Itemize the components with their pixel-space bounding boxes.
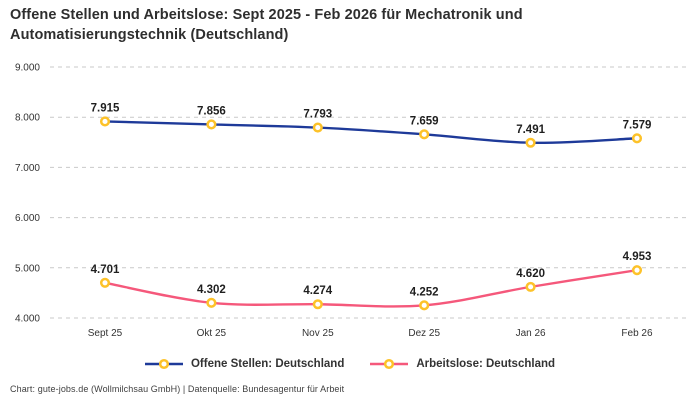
y-axis-tick-label: 5.000 <box>15 263 40 274</box>
data-point-label: 4.620 <box>516 268 545 280</box>
legend-item-arbeitslose-deutschland: Arbeitslose: Deutschland <box>370 358 555 370</box>
legend: Offene Stellen: Deutschland Arbeitslose: … <box>0 353 700 375</box>
data-point-label: 7.579 <box>623 119 652 131</box>
series-line-offene-stellen-deutschland <box>103 120 639 145</box>
y-axis-labels: 4.000 5.000 6.000 7.000 8.000 9.000 <box>15 63 40 325</box>
data-point-marker <box>312 122 323 133</box>
data-point-marker <box>525 281 536 292</box>
data-point-label: 7.793 <box>303 109 332 121</box>
data-point-label: 4.302 <box>197 284 226 296</box>
chart-title: Offene Stellen und Arbeitslose: Sept 202… <box>10 7 523 43</box>
data-point-marker <box>525 137 536 148</box>
data-point-marker <box>419 129 430 140</box>
attribution-text: Chart: gute-jobs.de (Wollmilchsau GmbH) … <box>10 384 345 394</box>
data-point-marker <box>631 133 643 144</box>
data-point-label: 4.274 <box>303 285 332 297</box>
legend-line-marker-icon <box>144 358 183 370</box>
series-offene-stellen-deutschland: 7.915 7.856 7.793 7.659 7.491 7.579 <box>91 102 652 148</box>
legend-label: Offene Stellen: Deutschland <box>190 358 345 370</box>
legend-item-offene-stellen-deutschland: Offene Stellen: Deutschland <box>144 358 345 370</box>
y-axis-tick-label: 6.000 <box>15 213 40 224</box>
series-arbeitslose-deutschland: 4.701 4.302 4.274 4.252 4.620 4.953 <box>91 251 652 311</box>
gridlines <box>50 66 688 319</box>
data-point-label: 7.856 <box>197 105 226 117</box>
x-axis-labels: Sept 25 Okt 25 Nov 25 Dez 25 Jan 26 Feb 26 <box>88 328 653 339</box>
data-point-marker <box>631 265 643 276</box>
data-point-marker <box>99 116 111 127</box>
data-point-label: 4.701 <box>91 264 120 276</box>
data-point-marker <box>99 277 111 288</box>
x-axis-tick-label: Dez 25 <box>408 328 440 339</box>
y-axis-tick-label: 7.000 <box>15 163 40 174</box>
x-axis-tick-label: Jan 26 <box>516 328 546 339</box>
data-point-label: 7.915 <box>91 102 120 114</box>
line-chart: 4.000 5.000 6.000 7.000 8.000 9.000 Sept 25 Okt… <box>15 63 688 339</box>
series-line-arbeitslose-deutschland <box>103 268 639 308</box>
y-axis-tick-label: 4.000 <box>15 314 40 325</box>
data-point-label: 4.953 <box>623 251 652 263</box>
x-axis-tick-label: Sept 25 <box>88 328 123 339</box>
y-axis-tick-label: 9.000 <box>15 63 40 74</box>
data-point-label: 7.491 <box>516 124 545 136</box>
data-point-marker <box>206 297 217 308</box>
legend-line-marker-icon <box>370 358 409 370</box>
x-axis-tick-label: Okt 25 <box>197 328 227 339</box>
data-point-marker <box>312 299 323 310</box>
legend-label: Arbeitslose: Deutschland <box>416 358 556 370</box>
data-point-label: 4.252 <box>410 286 439 298</box>
x-axis-tick-label: Feb 26 <box>621 328 653 339</box>
x-axis-tick-label: Nov 25 <box>302 328 334 339</box>
y-axis-tick-label: 8.000 <box>15 113 40 124</box>
data-point-marker <box>419 300 430 311</box>
data-point-marker <box>206 119 217 130</box>
data-point-label: 7.659 <box>410 115 439 127</box>
